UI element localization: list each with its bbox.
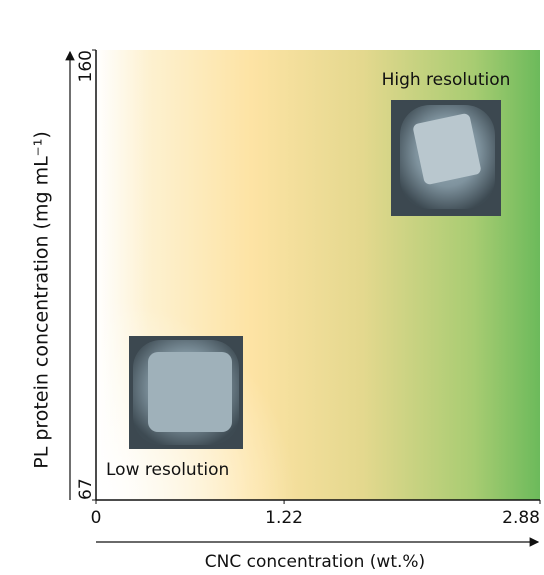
photo-high [391, 100, 501, 216]
x-axis-label: CNC concentration (wt.%) [205, 552, 425, 572]
y-tick-label: 67 [76, 478, 96, 500]
y-axis-label: PL protein concentration (mg mL⁻¹) [31, 131, 53, 468]
x-tick-label: 1.22 [265, 508, 303, 528]
annotation: Low resolution [106, 460, 229, 480]
y-tick-label: 160 [76, 50, 96, 82]
x-tick-label: 2.88 [502, 508, 540, 528]
photo-low [129, 336, 243, 449]
x-tick-label: 0 [91, 508, 102, 528]
annotation: High resolution [382, 70, 511, 90]
